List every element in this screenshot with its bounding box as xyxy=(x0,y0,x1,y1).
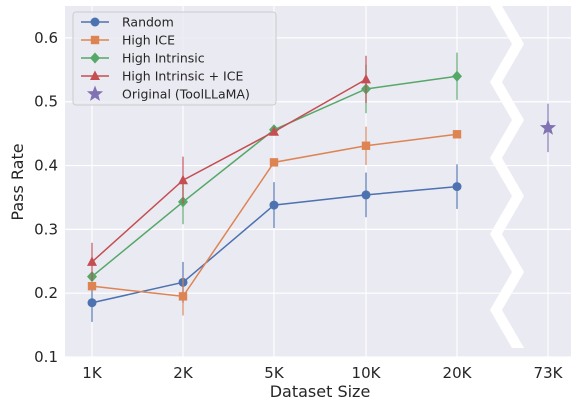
axis-break-band xyxy=(490,6,524,348)
data-point xyxy=(269,126,279,136)
axis-break xyxy=(490,6,524,348)
legend-label: High Intrinsic xyxy=(122,51,205,66)
y-tick-label: 0.2 xyxy=(34,284,58,302)
x-tick-label: 2K xyxy=(173,364,194,382)
series-high-ice xyxy=(87,126,462,316)
y-tick-label: 0.4 xyxy=(34,157,58,175)
legend-marker xyxy=(90,17,100,27)
y-tick-label: 0.3 xyxy=(34,220,58,238)
legend-entry: High Intrinsic + ICE xyxy=(81,69,243,84)
legend-marker xyxy=(90,70,100,80)
data-point xyxy=(87,256,97,266)
data-point xyxy=(361,141,371,150)
legend-entry: High Intrinsic xyxy=(81,51,205,66)
data-point xyxy=(87,281,97,291)
legend-entry: Random xyxy=(81,15,174,30)
x-tick-label: 1K xyxy=(82,364,103,382)
legend-marker xyxy=(86,85,104,101)
data-point xyxy=(452,70,462,82)
y-tick-label: 0.5 xyxy=(34,93,58,111)
legend-entry: Original (ToolLLaMA) xyxy=(86,85,250,102)
legend-label: Original (ToolLLaMA) xyxy=(122,87,250,102)
data-point xyxy=(452,182,462,192)
y-tick-label: 0.6 xyxy=(34,29,58,47)
legend-box xyxy=(72,11,277,106)
x-tick-label: 10K xyxy=(352,364,382,382)
data-point xyxy=(269,158,279,167)
legend-label: Random xyxy=(122,15,174,30)
data-point xyxy=(178,174,188,185)
legend: Random High ICE High Intrinsic High Intrins… xyxy=(72,11,277,106)
series-line xyxy=(91,78,367,263)
series-high-intrinsic-ice xyxy=(87,55,371,282)
x-tick-label: 5K xyxy=(264,364,285,382)
y-axis-title: Pass Rate xyxy=(8,143,27,220)
series-original-toolllama xyxy=(539,103,557,153)
data-point xyxy=(452,130,462,139)
data-point xyxy=(361,190,371,200)
tick-labels: 0.1 0.2 0.3 0.4 0.5 0.6 1K 2K 5K 10K 20K 73K xyxy=(34,29,563,382)
series-layer xyxy=(87,52,557,322)
x-tick-label: 73K xyxy=(534,364,564,382)
data-point xyxy=(539,119,557,135)
legend-label: High Intrinsic + ICE xyxy=(122,69,243,84)
data-point xyxy=(269,200,279,210)
legend-entry: High ICE xyxy=(81,33,175,48)
data-point xyxy=(361,73,371,84)
data-point xyxy=(178,292,188,301)
x-tick-label: 20K xyxy=(443,364,473,382)
legend-marker xyxy=(90,35,100,45)
legend-label: High ICE xyxy=(122,33,175,48)
x-axis-title: Dataset Size xyxy=(270,382,371,401)
data-point xyxy=(87,298,97,308)
legend-marker xyxy=(90,52,100,64)
y-tick-label: 0.1 xyxy=(34,348,58,366)
